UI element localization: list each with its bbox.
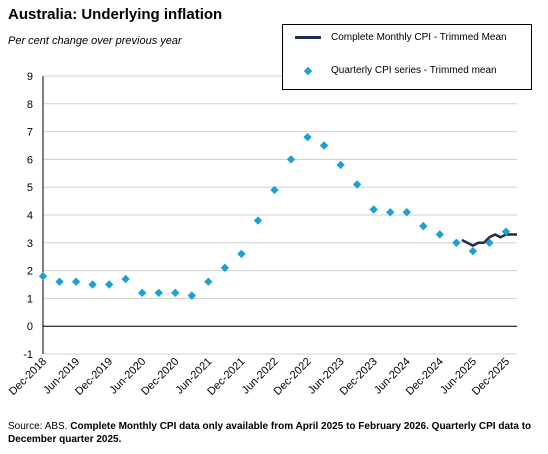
quarterly-point [154,288,163,298]
y-tick-label: 4 [27,210,33,222]
y-tick-label: 0 [27,321,33,333]
quarterly-point [237,249,246,259]
y-tick-label: 2 [27,266,33,278]
legend-item-quarterly: Quarterly CPI series - Trimmed mean [283,65,497,76]
axes [42,76,517,354]
quarterly-point [204,277,213,286]
x-tick-label: Dec-2018 [7,356,49,398]
quarterly-point [319,141,329,150]
footer-bold-note: Complete Monthly CPI data only available… [8,421,532,445]
legend-item-monthly: Complete Monthly CPI - Trimmed Mean [283,32,507,43]
legend: Complete Monthly CPI - Trimmed Mean Quar… [282,24,532,90]
chart-subtitle: Per cent change over previous year [8,35,182,47]
gridlines [43,75,517,355]
legend-label-quarterly: Quarterly CPI series - Trimmed mean [331,65,497,76]
quarterly-point [485,238,494,247]
series [38,132,517,300]
quarterly-point [138,288,147,298]
line-swatch-icon [291,36,325,39]
quarterly-point [435,230,445,239]
footer-note: Source: ABS. Complete Monthly CPI data o… [8,420,538,446]
quarterly-point [303,132,312,142]
y-tick-label: 3 [27,238,33,250]
quarterly-point [369,205,378,214]
quarterly-point [220,263,230,273]
quarterly-point [352,180,362,189]
quarterly-point [253,216,263,225]
source-text: Source: ABS. [8,421,68,432]
quarterly-point [187,291,197,300]
chart-title: Australia: Underlying inflation [8,6,223,23]
monthly-series-line [461,233,517,247]
quarterly-point [452,238,461,247]
y-tick-label: 7 [27,127,33,139]
quarterly-point [336,160,345,170]
y-tick-label: 6 [27,154,33,166]
quarterly-point [171,288,180,298]
quarterly-point [286,155,296,164]
quarterly-point [104,280,114,289]
quarterly-point [501,227,511,236]
quarterly-point [402,208,411,217]
y-tick-label: 1 [27,293,33,305]
quarterly-point [71,277,81,286]
quarterly-point [468,246,478,256]
y-tick-label: 8 [27,99,33,111]
quarterly-point [88,280,97,289]
y-tick-label: 5 [27,182,33,194]
quarterly-point [38,271,48,281]
quarterly-point [386,208,395,217]
y-tick-label: 9 [27,71,33,83]
quarterly-point [121,274,130,284]
diamond-marker-icon [291,66,325,75]
legend-label-monthly: Complete Monthly CPI - Trimmed Mean [331,32,507,43]
quarterly-point [419,221,428,231]
quarterly-point [55,277,64,286]
quarterly-point [270,185,279,195]
y-tick-label: -1 [23,349,33,361]
